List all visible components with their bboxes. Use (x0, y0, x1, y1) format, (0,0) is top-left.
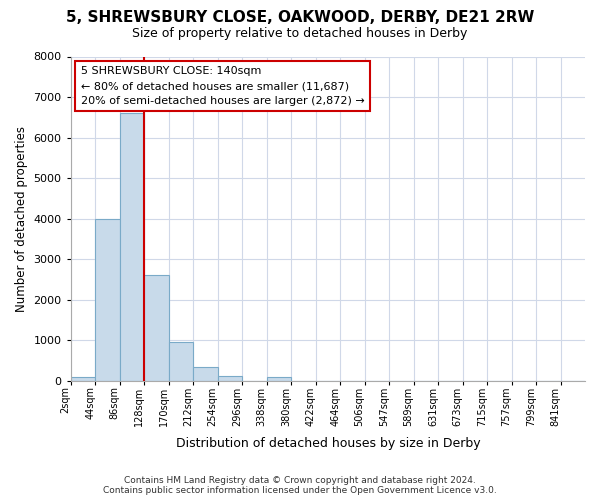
Text: Size of property relative to detached houses in Derby: Size of property relative to detached ho… (133, 28, 467, 40)
Bar (119, 114, 144, 381)
Y-axis label: Number of detached properties: Number of detached properties (15, 126, 28, 312)
X-axis label: Distribution of detached houses by size in Derby: Distribution of detached houses by size … (176, 437, 480, 450)
Bar (266, 377, 291, 381)
Bar (144, 276, 169, 381)
Bar (95, 218, 119, 381)
Bar (71, 377, 95, 381)
Bar (169, 342, 193, 381)
Text: 5, SHREWSBURY CLOSE, OAKWOOD, DERBY, DE21 2RW: 5, SHREWSBURY CLOSE, OAKWOOD, DERBY, DE2… (66, 10, 534, 25)
Text: Contains HM Land Registry data © Crown copyright and database right 2024.
Contai: Contains HM Land Registry data © Crown c… (103, 476, 497, 495)
Text: 5 SHREWSBURY CLOSE: 140sqm
← 80% of detached houses are smaller (11,687)
20% of : 5 SHREWSBURY CLOSE: 140sqm ← 80% of deta… (81, 66, 365, 106)
Bar (193, 368, 218, 381)
Bar (218, 376, 242, 381)
